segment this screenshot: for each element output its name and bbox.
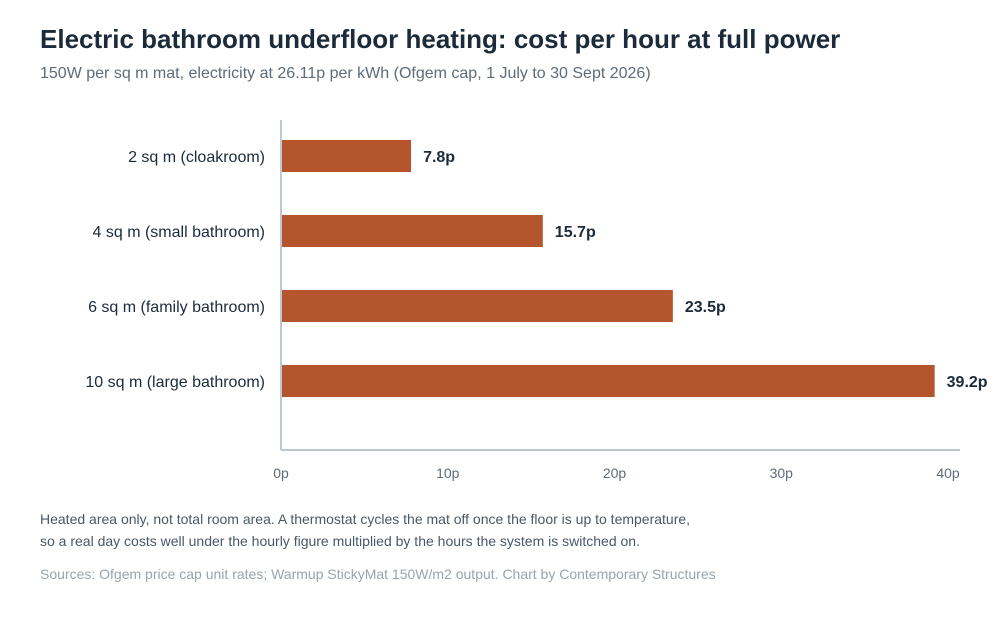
bar (282, 290, 673, 322)
bars-layer: 2 sq m (cloakroom) 7.8p 4 sq m (small bath… (85, 140, 988, 397)
value-label: 7.8p (423, 149, 455, 166)
x-tick-label: 20p (603, 465, 627, 481)
x-tick-label: 0p (273, 465, 289, 481)
chart-note-line-2: so a real day costs well under the hourl… (40, 533, 640, 549)
chart-title: Electric bathroom underfloor heating: co… (40, 24, 841, 54)
value-label: 23.5p (685, 299, 726, 316)
category-label: 2 sq m (cloakroom) (128, 149, 265, 166)
chart-sources: Sources: Ofgem price cap unit rates; War… (40, 566, 716, 582)
bar-chart: 2 sq m (cloakroom) 7.8p 4 sq m (small bath… (85, 120, 988, 481)
bar (282, 365, 935, 397)
x-tick-label: 40p (936, 465, 960, 481)
chart-subtitle: 150W per sq m mat, electricity at 26.11p… (40, 65, 651, 82)
chart-note-line-1: Heated area only, not total room area. A… (40, 511, 691, 527)
category-label: 10 sq m (large bathroom) (85, 374, 265, 391)
value-label: 15.7p (555, 224, 596, 241)
value-label: 39.2p (947, 374, 988, 391)
bar (282, 140, 412, 172)
x-tick-label: 10p (436, 465, 460, 481)
x-tick-label: 30p (770, 465, 794, 481)
bar (282, 215, 543, 247)
axis-layer: 0p 10p 20p 30p 40p (273, 120, 960, 481)
category-label: 4 sq m (small bathroom) (93, 224, 266, 241)
category-label: 6 sq m (family bathroom) (88, 299, 265, 316)
chart-note: Heated area only, not total room area. A… (40, 508, 800, 552)
